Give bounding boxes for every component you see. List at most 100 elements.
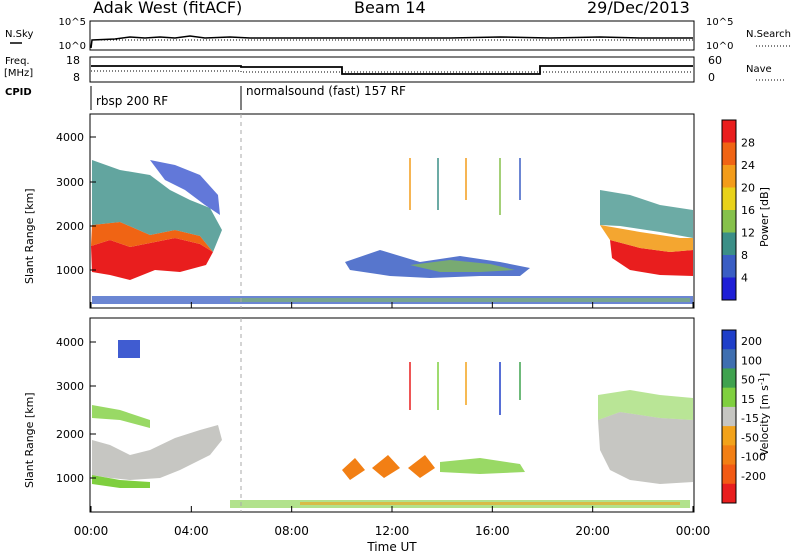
cpid-segment-1: rbsp 200 RF [96,94,168,108]
velocity-colorbar-label: -200 [741,470,766,483]
power-colorbar-segment [722,210,736,233]
power-colorbar: 4 8 12 16 20 24 28 [721,119,755,301]
freq-left-tick-top: 18 [66,54,80,67]
power-colorbar-segment [722,232,736,256]
velocity-y-label-4000: 4000 [56,336,84,349]
velocity-echo-middle-orange [342,458,365,480]
noise-left-label: N.Sky [5,29,33,40]
velocity-colorbar-label: 100 [741,354,762,367]
freq-right-label: Nave [746,64,772,75]
time-tick-label: 00:00 [676,524,711,538]
power-echo-middle-inner [410,260,515,272]
power-colorbar-segment [722,165,736,188]
time-tick-label: 00:00 [74,524,109,538]
time-axis-title: Time UT [366,540,417,554]
velocity-ground-scatter-band-overlay [300,502,680,505]
velocity-colorbar-segment [722,368,736,389]
power-colorbar-title: Power [dB] [758,187,771,247]
noise-panel [89,20,695,51]
velocity-colorbar-label: -100 [741,451,766,464]
velocity-colorbar-label: 15 [741,393,755,406]
power-colorbar-segment [722,187,736,211]
velocity-colorbar-title-main: Velocity [m s [758,385,771,456]
nave-trace [91,70,693,73]
velocity-colorbar-segment [722,464,736,485]
velocity-echo-left-green-bottom [92,475,150,488]
power-colorbar-label: 20 [741,182,755,195]
power-colorbar-segment [722,120,736,143]
time-tick-label: 16:00 [475,524,510,538]
power-y-label-4000: 4000 [56,131,84,144]
velocity-colorbar-segment [722,406,736,427]
power-y-ticks: 1000 2000 3000 4000 [56,131,96,277]
freq-right-tick-top: 60 [708,54,722,67]
time-tick-label: 08:00 [274,524,309,538]
velocity-echo-right-grey [598,412,693,484]
freq-left-label-2: [MHz] [4,68,33,79]
power-echo-left-core [91,238,213,280]
time-tick-label: 04:00 [174,524,209,538]
velocity-echo-left-green-top [92,405,150,428]
noise-sky-trace [90,35,693,49]
noise-left-tick-top: 10^5 [59,17,86,28]
velocity-colorbar-segment [722,483,736,504]
noise-right-tick-bottom: 10^0 [706,41,733,52]
power-y-label-2000: 2000 [56,220,84,233]
noise-right-label: N.Search [746,29,791,40]
power-colorbar-frame [721,119,737,301]
date-title: 29/Dec/2013 [587,0,690,17]
power-y-label-1000: 1000 [56,264,84,277]
cpid-segment-2: normalsound (fast) 157 RF [246,84,406,98]
velocity-colorbar: 200 100 50 15 -15 -50 -100 -200 [721,329,766,504]
time-axis: 00:00 04:00 08:00 12:00 16:00 20:00 00:00 [74,302,711,538]
velocity-y-label-3000: 3000 [56,380,84,393]
velocity-scatter [92,340,693,508]
noise-left-tick-bottom: 10^0 [59,41,86,52]
time-tick-label: 20:00 [575,524,610,538]
power-colorbar-segment [722,142,736,166]
power-echo-right-upper [600,190,693,238]
power-colorbar-label: 4 [741,272,748,285]
velocity-echo-middle-orange-2 [372,455,400,478]
power-colorbar-label: 16 [741,204,755,217]
power-colorbar-label: 8 [741,249,748,262]
power-colorbar-label: 24 [741,159,755,172]
power-echo-left-upper [92,160,222,252]
velocity-colorbar-segment [722,330,736,350]
velocity-colorbar-segment [722,426,736,446]
freq-left-label-1: Freq. [5,56,30,67]
velocity-y-ticks: 1000 2000 3000 4000 [56,336,96,485]
cpid-label: CPID [5,87,32,98]
power-colorbar-label: 12 [741,227,755,240]
power-y-label-3000: 3000 [56,176,84,189]
power-echo-left-high [150,160,220,215]
station-title: Adak West (fitACF) [93,0,242,17]
power-y-axis-title: Slant Range [km] [23,188,36,284]
beam-title: Beam 14 [354,0,426,17]
velocity-echo-high-blue [118,340,140,358]
velocity-colorbar-segment [722,349,736,369]
time-tick-label: 12:00 [375,524,410,538]
velocity-echo-right-green [598,390,693,420]
freq-trace [91,65,693,75]
velocity-colorbar-title: Velocity [m s-1] [757,373,771,456]
velocity-echo-left-grey [92,425,222,480]
velocity-colorbar-label: -15 [741,412,759,425]
velocity-colorbar-label: -50 [741,431,759,444]
power-echo-left-mid [91,222,213,252]
power-colorbar-segment [722,255,736,278]
power-echo-right-mid [600,225,693,252]
power-scatter [91,158,693,304]
velocity-echo-middle-green [440,458,525,474]
freq-right-tick-bottom: 0 [708,71,715,84]
velocity-colorbar-frame [721,329,737,504]
power-colorbar-label: 28 [741,137,755,150]
power-ground-scatter-band-overlay [230,298,690,302]
velocity-colorbar-segment [722,387,736,408]
power-echo-right-core [610,240,693,276]
velocity-colorbar-segment [722,445,736,466]
velocity-y-label-2000: 2000 [56,428,84,441]
velocity-echo-middle-orange-3 [408,455,435,478]
velocity-y-label-1000: 1000 [56,472,84,485]
